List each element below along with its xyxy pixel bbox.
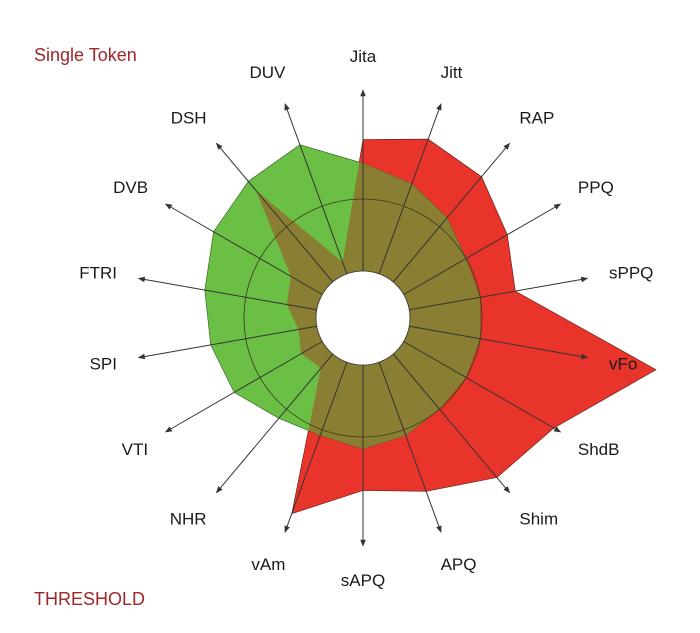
axis-line-dsh xyxy=(215,142,334,283)
axis-line-vti xyxy=(164,341,323,433)
axis-label-shdb: ShdB xyxy=(578,440,620,459)
axis-label-nhr: NHR xyxy=(170,510,207,529)
axis-label-vfo: vFo xyxy=(609,355,637,374)
axis-label-sppq: sPPQ xyxy=(609,264,653,283)
axis-line-vfo xyxy=(409,325,589,360)
axis-label-ftri: FTRI xyxy=(79,264,117,283)
axis-label-dsh: DSH xyxy=(171,108,207,127)
axis-line-duv xyxy=(284,103,348,274)
axis-label-rap: RAP xyxy=(519,108,554,127)
axis-line-ppq xyxy=(403,203,562,295)
axis-label-vti: VTI xyxy=(122,440,148,459)
axis-label-ppq: PPQ xyxy=(578,178,614,197)
chart-caption-bottom: THRESHOLD xyxy=(34,589,146,609)
axis-label-shim: Shim xyxy=(519,510,558,529)
axis-line-shim xyxy=(392,353,511,494)
axis-line-shdb xyxy=(403,341,562,433)
axis-label-vam: vAm xyxy=(251,555,285,574)
axis-line-sppq xyxy=(409,276,589,311)
axis-label-spi: SPI xyxy=(90,355,117,374)
axis-line-apq xyxy=(378,362,442,533)
axis-line-nhr xyxy=(215,353,334,494)
axis-label-sapq: sAPQ xyxy=(341,571,385,590)
axis-line-jitt xyxy=(378,103,442,274)
axis-label-apq: APQ xyxy=(441,555,477,574)
center-hole xyxy=(315,270,411,366)
axis-label-duv: DUV xyxy=(249,63,286,82)
axis-line-spi xyxy=(137,325,317,360)
axis-label-jitt: Jitt xyxy=(441,63,463,82)
axis-line-dvb xyxy=(164,203,323,295)
axis-label-jita: Jita xyxy=(350,47,377,66)
axis-line-vam xyxy=(284,362,348,533)
axis-label-dvb: DVB xyxy=(113,178,148,197)
chart-caption-top: Single Token xyxy=(34,45,137,65)
axis-line-rap xyxy=(392,142,511,283)
axis-line-ftri xyxy=(137,276,317,311)
